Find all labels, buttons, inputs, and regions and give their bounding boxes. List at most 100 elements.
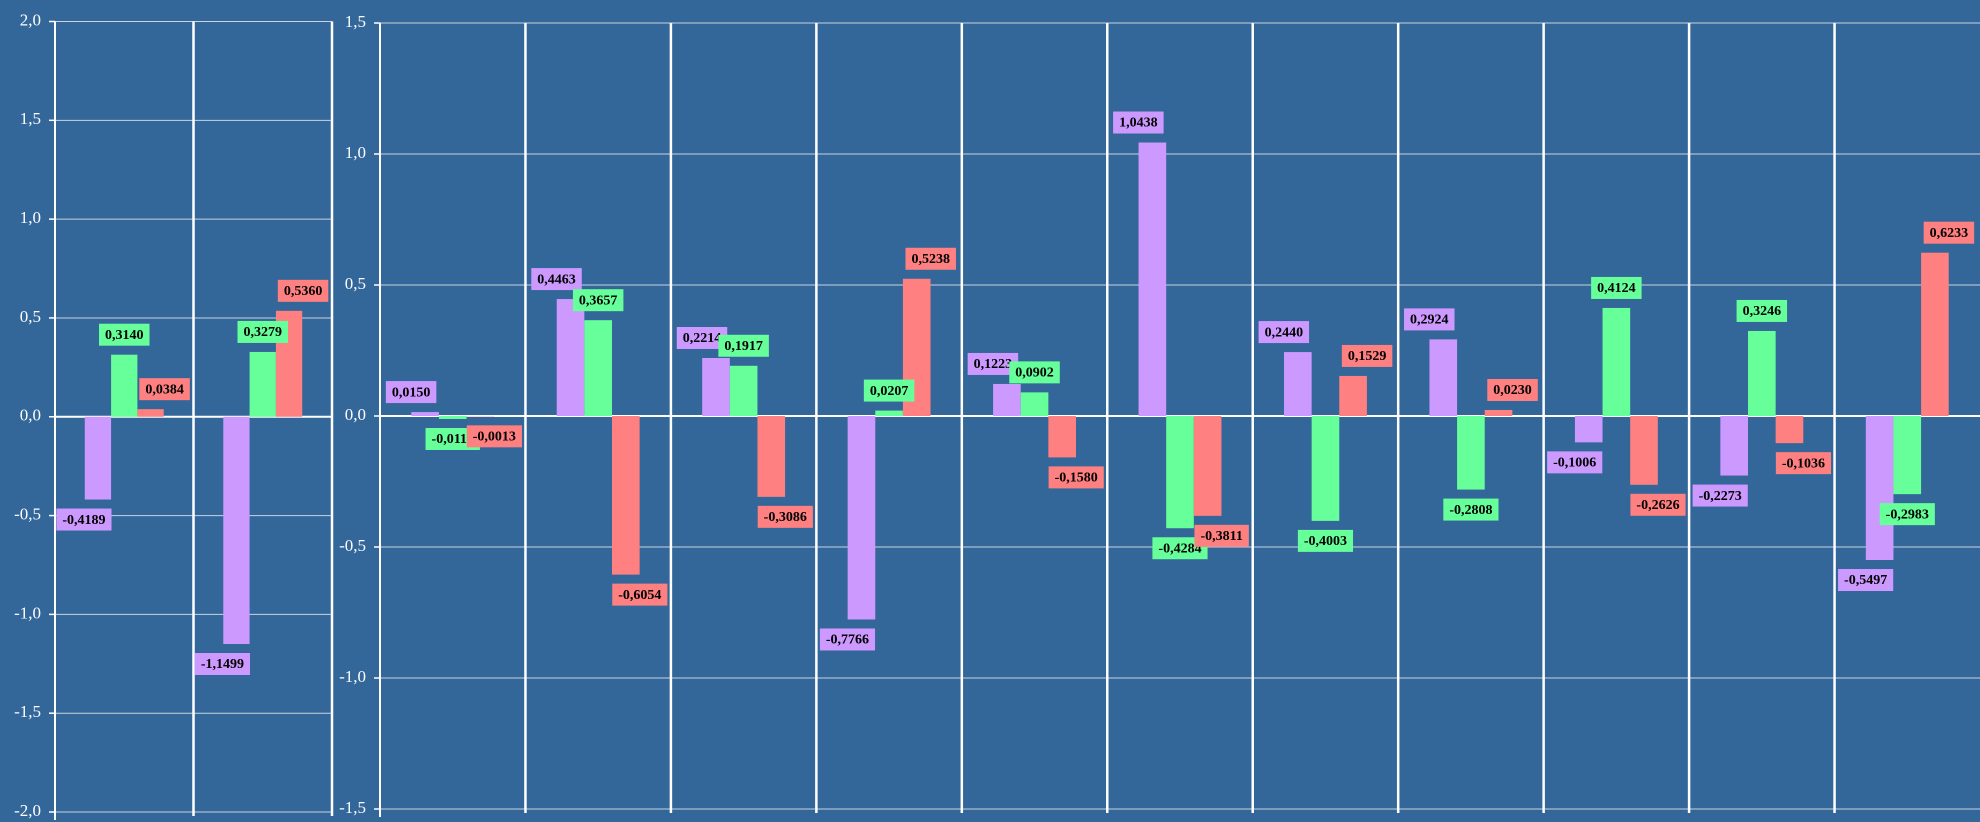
- bar: [729, 365, 758, 416]
- bar: [847, 416, 876, 620]
- bar: [84, 416, 112, 500]
- bar: [1020, 392, 1049, 416]
- data-label-text: -0,1006: [1553, 456, 1596, 471]
- data-label: 0,4124: [1591, 276, 1642, 299]
- bar: [1284, 352, 1312, 416]
- bar: [1138, 142, 1167, 416]
- y-tick-label: -1,5: [14, 702, 41, 721]
- data-label-box: [1048, 466, 1104, 489]
- data-label-box: [1258, 321, 1310, 344]
- bar: [993, 383, 1021, 416]
- data-label-text: -0,7766: [826, 633, 869, 648]
- data-label: -0,4003: [1297, 529, 1354, 552]
- y-tick-label: -1,5: [339, 798, 366, 817]
- data-label-text: 0,4463: [537, 272, 576, 287]
- data-label-text: 0,0230: [1493, 383, 1532, 398]
- data-label: -0,1036: [1775, 452, 1832, 475]
- data-label: -1,1499: [194, 652, 251, 675]
- data-label: 0,1529: [1341, 344, 1393, 367]
- data-label: 0,1223: [967, 352, 1019, 375]
- data-label-text: 0,0902: [1015, 366, 1054, 381]
- data-label-box: [385, 381, 437, 404]
- data-label-box: [1487, 378, 1538, 401]
- data-label-box: [1443, 498, 1499, 521]
- data-label: -0,2626: [1630, 493, 1686, 516]
- data-label-text: 0,5238: [911, 252, 950, 267]
- data-label-box: [757, 505, 813, 528]
- data-label: 0,0384: [139, 378, 190, 401]
- y-tick-label: 1,5: [20, 109, 41, 128]
- bar: [1339, 375, 1367, 416]
- data-label-box: [1341, 344, 1393, 367]
- data-label-box: [572, 289, 624, 312]
- data-label-box: [237, 320, 288, 343]
- bar: [223, 416, 250, 644]
- data-label-text: 0,0150: [392, 385, 431, 400]
- data-label: 0,2924: [1404, 308, 1455, 331]
- data-label-box: [1692, 484, 1748, 507]
- data-label-text: -0,2626: [1636, 498, 1679, 513]
- data-label-text: 0,3246: [1743, 304, 1782, 319]
- y-tick-label: 0,5: [20, 307, 41, 326]
- data-label-box: [1404, 308, 1455, 331]
- bar: [702, 357, 730, 416]
- data-label: -0,0114: [425, 427, 480, 450]
- bar: [111, 354, 138, 417]
- data-label: 0,0150: [385, 381, 437, 404]
- bar: [612, 416, 640, 575]
- data-label-text: -0,2273: [1699, 489, 1742, 504]
- y-tick-label: -0,5: [339, 536, 366, 555]
- bar: [1602, 307, 1631, 416]
- data-label: 0,5238: [905, 247, 956, 270]
- data-label-box: [425, 427, 480, 450]
- data-label: 0,2214: [676, 326, 728, 349]
- data-label-text: -0,3811: [1200, 529, 1242, 544]
- y-tick-label: 0,5: [345, 274, 366, 293]
- data-label-text: -0,3086: [764, 510, 807, 525]
- y-tick-label: -1,0: [14, 603, 41, 622]
- bar: [556, 299, 585, 416]
- bar: [249, 351, 276, 417]
- y-tick-label: 1,0: [20, 208, 41, 227]
- data-label: -0,2273: [1692, 484, 1748, 507]
- bar: [1865, 416, 1894, 561]
- data-label-box: [277, 279, 329, 302]
- data-label: 0,0230: [1487, 378, 1538, 401]
- data-label-text: 0,2440: [1265, 325, 1304, 340]
- bar: [1166, 416, 1194, 529]
- bar: [1748, 330, 1776, 416]
- data-label-text: -0,4003: [1304, 534, 1347, 549]
- data-label-box: [1194, 524, 1249, 547]
- data-label-box: [1879, 503, 1935, 526]
- y-tick-label: 0,0: [345, 405, 366, 424]
- data-label-box: [194, 652, 251, 675]
- data-label: -0,1006: [1547, 451, 1603, 474]
- data-label-box: [718, 334, 769, 357]
- data-label-text: -0,2808: [1449, 503, 1492, 518]
- data-label-text: 0,3140: [105, 328, 144, 343]
- data-label: 0,0207: [863, 379, 915, 402]
- data-label-text: 0,6233: [1930, 226, 1969, 241]
- bar: [1048, 416, 1076, 458]
- data-label-box: [99, 323, 150, 346]
- y-tick-label: 1,5: [345, 12, 366, 31]
- data-label-box: [612, 583, 668, 606]
- data-label-text: -0,4189: [62, 513, 105, 528]
- data-label-text: 0,1529: [1348, 349, 1387, 364]
- bar: [1457, 416, 1485, 490]
- y-tick-label: 2,0: [20, 10, 41, 29]
- data-label-text: -0,0013: [473, 430, 516, 445]
- data-label-box: [1113, 111, 1164, 134]
- data-label-box: [1009, 361, 1060, 384]
- data-label-box: [1775, 452, 1832, 475]
- data-label: 0,3279: [237, 320, 288, 343]
- data-label-text: -1,1499: [201, 657, 244, 672]
- data-label: -0,3811: [1194, 524, 1249, 547]
- data-label-box: [56, 508, 112, 531]
- data-label: 0,1917: [718, 334, 769, 357]
- bar: [411, 412, 439, 416]
- data-label-text: 0,0207: [870, 384, 909, 399]
- data-label-box: [1838, 569, 1894, 592]
